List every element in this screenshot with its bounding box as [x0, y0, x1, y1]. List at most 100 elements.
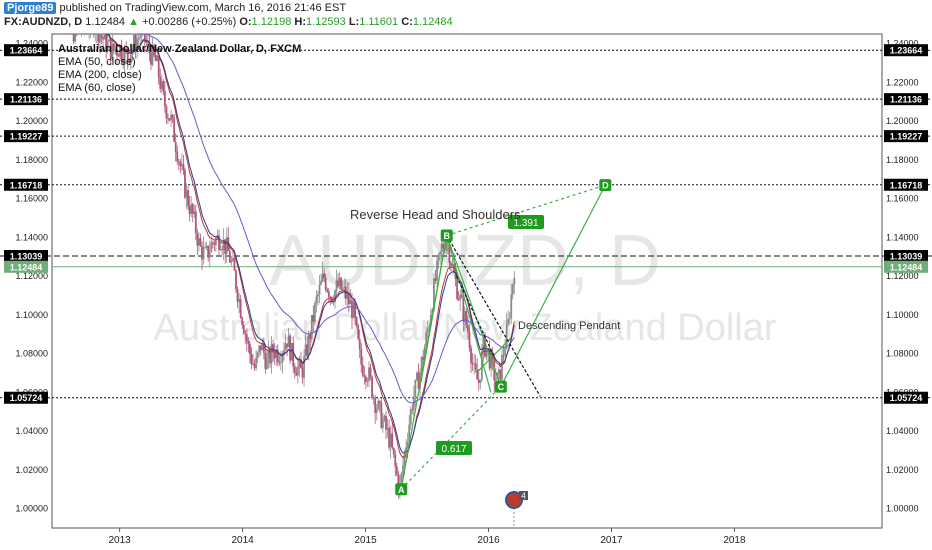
candle-body: [470, 347, 472, 363]
level-tag-left-1: 1.21136: [10, 95, 42, 105]
publish-header: Pjorge89 published on TradingView.com, M…: [4, 2, 346, 14]
point-b-label: B: [443, 231, 450, 241]
candle-body: [94, 32, 96, 34]
candle-body: [136, 39, 138, 51]
symbol-name: FX:AUDNZD, D: [4, 16, 83, 28]
y-tick-left-7: 1.10000: [15, 310, 48, 320]
candle-body: [96, 22, 98, 31]
candle-body: [360, 348, 363, 365]
ema-60-line: [106, 34, 515, 454]
open-label: O:: [239, 16, 252, 28]
candle-body: [332, 301, 335, 303]
candle-body: [143, 34, 146, 42]
close-value: 1.12484: [412, 16, 453, 28]
candle-body: [80, 29, 82, 30]
candle-body: [289, 335, 292, 361]
candle-body: [511, 284, 514, 295]
candle-body: [273, 352, 276, 359]
pendant-line-upper: [446, 235, 541, 397]
candle-body: [111, 43, 114, 60]
candle-body: [513, 277, 516, 285]
candle-body: [258, 345, 261, 353]
point-c-label: C: [498, 382, 505, 392]
candle-body: [128, 59, 131, 63]
high-label: H:: [294, 16, 306, 28]
candle-body: [448, 243, 451, 263]
y-tick-left-1: 1.22000: [15, 77, 48, 87]
candle-body: [199, 238, 202, 246]
level-tag-right-bg-1: [884, 93, 928, 106]
level-tag-right-bg-3: [884, 178, 928, 191]
candle-body: [310, 315, 313, 340]
candle-body: [278, 362, 281, 364]
candle-body: [408, 424, 411, 442]
point-d-label: D: [602, 181, 609, 191]
legend-item-2: EMA (60, close): [58, 82, 136, 94]
candle-body: [232, 258, 234, 261]
y-tick-left-5: 1.14000: [15, 232, 48, 242]
candle-body: [71, 24, 73, 26]
candle-body: [386, 427, 389, 430]
candle-body: [318, 284, 321, 295]
candle-body: [416, 372, 418, 380]
level-tag-left-4: 1.13039: [10, 252, 43, 262]
candle-body: [480, 351, 483, 380]
candle-body: [215, 238, 217, 246]
point-d-bg: [599, 179, 612, 192]
candle-body: [281, 353, 284, 363]
candle-body: [473, 363, 476, 365]
candle-body: [508, 318, 511, 320]
candle-body: [349, 300, 352, 305]
candle-body: [207, 245, 210, 258]
candle-body: [236, 289, 239, 302]
annotation-pendant: Descending Pendant: [518, 320, 620, 332]
candle-body: [296, 366, 299, 376]
candle-body: [347, 292, 350, 305]
y-tick-left-12: 1.00000: [15, 504, 48, 514]
fib-label-bg-0: [436, 441, 472, 455]
candle-body: [245, 334, 248, 342]
username-badge[interactable]: Pjorge89: [4, 2, 57, 14]
candle-body: [230, 260, 233, 263]
candle-body: [196, 233, 199, 246]
candle-body: [397, 474, 400, 491]
ema-200-line: [134, 34, 515, 404]
event-badge-bg: [519, 491, 528, 500]
candle-body: [213, 242, 216, 246]
candle-body: [504, 348, 506, 356]
candle-body: [426, 328, 429, 333]
candle-body: [173, 118, 176, 142]
candle-body: [380, 402, 383, 428]
candle-body: [351, 300, 353, 318]
candle-body: [60, 9, 62, 15]
candle-body: [304, 344, 307, 357]
candle-body: [193, 211, 196, 214]
y-tick-left-10: 1.04000: [15, 426, 48, 436]
candle-body: [153, 45, 155, 56]
candle-body: [256, 352, 259, 358]
candle-body: [355, 317, 358, 326]
candle-body: [358, 338, 361, 349]
candle-body: [103, 34, 106, 40]
last-price-text: 1.12484: [85, 16, 126, 28]
y-tick-left-6: 1.12000: [15, 271, 48, 281]
candle-body: [279, 362, 282, 364]
candle-body: [137, 38, 140, 40]
level-tag-right-bg-0: [884, 44, 928, 57]
candle-body: [54, 7, 56, 13]
fib-label-0: 0.617: [441, 444, 466, 455]
candle-body: [488, 348, 491, 369]
candle-body: [505, 324, 508, 349]
candle-body: [295, 372, 298, 376]
candle-body: [321, 273, 324, 282]
candle-body: [112, 43, 115, 51]
candle-body: [252, 364, 254, 365]
x-tick-2: 2015: [354, 535, 377, 546]
candle-body: [170, 115, 172, 121]
y-tick-right-6: 1.12000: [886, 271, 919, 281]
y-tick-left-3: 1.18000: [15, 155, 48, 165]
candle-body: [307, 334, 310, 356]
candle-body: [497, 369, 500, 373]
candle-body: [436, 260, 438, 281]
